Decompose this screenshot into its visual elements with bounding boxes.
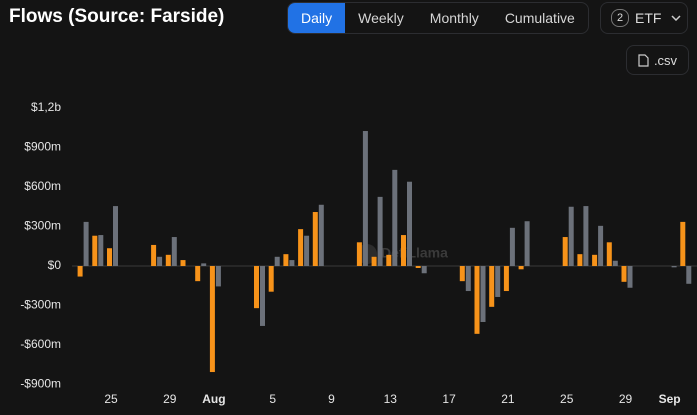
bar bbox=[415, 266, 421, 268]
y-tick-label: $600m bbox=[24, 179, 61, 193]
bar bbox=[612, 260, 618, 267]
bar bbox=[627, 266, 633, 288]
bar bbox=[407, 181, 412, 267]
bar bbox=[577, 254, 583, 267]
x-tick-label: 13 bbox=[384, 392, 398, 406]
x-tick-label: 5 bbox=[269, 392, 276, 406]
bar bbox=[377, 196, 383, 267]
x-tick-label: 25 bbox=[104, 392, 118, 406]
bar bbox=[583, 206, 589, 267]
filter-count: 2 bbox=[611, 9, 629, 27]
x-tick-label: 21 bbox=[501, 392, 515, 406]
filter-dropdown[interactable]: 2 ETF bbox=[600, 2, 688, 34]
x-tick-label: Aug bbox=[202, 392, 225, 406]
bar bbox=[171, 237, 177, 267]
bar bbox=[401, 235, 406, 267]
csv-button[interactable]: .csv bbox=[626, 45, 689, 75]
bar bbox=[480, 266, 486, 322]
bar bbox=[459, 266, 465, 282]
bar bbox=[92, 235, 98, 267]
y-tick-label: $0 bbox=[48, 258, 62, 272]
bar bbox=[686, 266, 692, 284]
bar bbox=[524, 221, 530, 267]
bar bbox=[568, 206, 574, 267]
bar bbox=[598, 225, 604, 267]
tab[interactable]: Weekly bbox=[358, 10, 404, 26]
bar bbox=[304, 235, 310, 267]
x-tick-label: 9 bbox=[328, 392, 335, 406]
bar bbox=[465, 266, 471, 292]
bar bbox=[201, 263, 207, 267]
bar bbox=[165, 254, 171, 267]
bar bbox=[362, 131, 368, 267]
bar bbox=[562, 237, 568, 267]
bar bbox=[592, 254, 598, 267]
watermark: DefiLlama bbox=[381, 245, 448, 261]
bar bbox=[318, 204, 324, 267]
bar bbox=[474, 266, 480, 334]
tab[interactable]: Daily bbox=[288, 3, 346, 33]
y-tick-label: -$300m bbox=[20, 298, 61, 312]
bar bbox=[289, 260, 295, 267]
tab-group: Daily Weekly Monthly Cumulative bbox=[287, 2, 589, 34]
bar bbox=[298, 229, 304, 267]
bar bbox=[268, 266, 274, 292]
title: Flows (Source: Farside) bbox=[9, 6, 225, 27]
bar bbox=[151, 244, 157, 267]
bar bbox=[671, 266, 677, 268]
bar bbox=[98, 235, 104, 267]
y-tick-label: -$900m bbox=[20, 377, 61, 391]
bar bbox=[107, 248, 112, 267]
bar bbox=[157, 256, 163, 267]
bar bbox=[386, 254, 392, 267]
bar bbox=[209, 266, 215, 373]
filter-label: ETF bbox=[635, 10, 662, 26]
bar bbox=[283, 254, 289, 267]
y-tick-label: $300m bbox=[24, 219, 61, 233]
x-tick-label: 29 bbox=[619, 392, 633, 406]
chevron bbox=[671, 15, 681, 21]
bar bbox=[392, 169, 398, 267]
y-tick-label: $900m bbox=[24, 140, 61, 154]
bar bbox=[371, 256, 377, 267]
tab[interactable]: Cumulative bbox=[504, 10, 575, 26]
y-tick-label: $1,2b bbox=[31, 100, 61, 114]
bar bbox=[180, 260, 186, 267]
tab[interactable]: Monthly bbox=[429, 10, 479, 26]
bar bbox=[274, 256, 280, 267]
x-tick-label: 17 bbox=[442, 392, 456, 406]
bar bbox=[606, 242, 612, 267]
y-tick-label: -$600m bbox=[20, 337, 61, 351]
bar bbox=[421, 266, 427, 274]
x-tick-label: Sep bbox=[659, 392, 681, 406]
x-tick-label: 25 bbox=[560, 392, 574, 406]
bar bbox=[489, 266, 495, 307]
bar bbox=[503, 266, 509, 292]
bar bbox=[680, 221, 686, 267]
bar bbox=[254, 266, 259, 309]
bar bbox=[518, 266, 524, 270]
bar bbox=[215, 266, 221, 287]
bar bbox=[621, 266, 627, 282]
bar bbox=[509, 227, 515, 267]
csv-label: .csv bbox=[653, 52, 678, 68]
bar bbox=[495, 266, 501, 297]
bar bbox=[83, 221, 89, 267]
bar bbox=[77, 266, 83, 277]
bar bbox=[195, 266, 201, 282]
bar bbox=[312, 212, 318, 267]
bar bbox=[113, 206, 118, 267]
bar bbox=[260, 266, 265, 326]
x-tick-label: 29 bbox=[163, 392, 177, 406]
file-icon bbox=[638, 53, 649, 67]
bar bbox=[356, 242, 362, 267]
